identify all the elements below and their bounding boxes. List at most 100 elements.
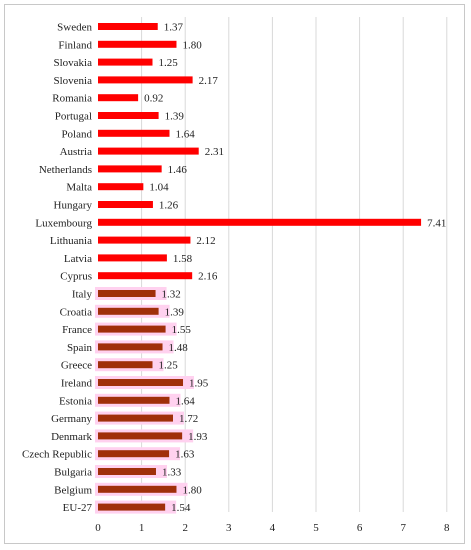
bar — [98, 183, 144, 191]
value-label: 1.37 — [164, 22, 184, 34]
category-label: Luxembourg — [35, 217, 92, 229]
bar — [98, 236, 191, 244]
value-label: 1.39 — [165, 306, 185, 318]
x-tick-label: 3 — [226, 522, 232, 534]
bar — [98, 468, 156, 475]
value-label: 1.32 — [162, 289, 181, 301]
category-label: Latvia — [64, 253, 92, 265]
bar — [98, 218, 422, 226]
category-label: Lithuania — [50, 235, 92, 247]
value-label: 2.17 — [199, 75, 219, 87]
value-label: 1.46 — [168, 164, 188, 176]
bar — [98, 76, 193, 84]
value-labels: 1.371.801.252.170.921.391.642.311.461.04… — [144, 22, 446, 515]
bar — [98, 503, 166, 511]
bar-chart: Sweden Finland Slovakia Slovenia Romania Port… — [22, 17, 450, 534]
bar — [98, 23, 158, 30]
category-label: France — [62, 324, 92, 336]
category-label: EU-27 — [63, 502, 93, 514]
category-label: Ireland — [61, 378, 93, 390]
value-label: 1.55 — [172, 324, 192, 336]
x-tick-label: 1 — [139, 522, 145, 534]
value-label: 1.58 — [173, 253, 193, 265]
value-label: 1.64 — [176, 395, 196, 407]
bar — [98, 414, 173, 422]
value-label: 1.64 — [176, 128, 196, 140]
category-label: Belgium — [54, 484, 92, 496]
category-label: Romania — [52, 93, 92, 105]
bar — [98, 165, 162, 173]
category-label: Austria — [60, 146, 93, 158]
value-label: 1.80 — [182, 39, 202, 51]
bar — [98, 379, 184, 386]
category-label: Czech Republic — [22, 449, 92, 461]
chart-frame: Sweden Finland Slovakia Slovenia Romania Port… — [4, 4, 465, 544]
value-label: 2.16 — [198, 271, 218, 283]
bar — [98, 40, 177, 48]
bar — [98, 450, 170, 458]
grid-layer — [141, 17, 448, 512]
bar — [98, 254, 167, 262]
category-label: Malta — [66, 182, 92, 194]
x-tick-label: 5 — [313, 522, 319, 534]
category-label: Germany — [51, 413, 92, 425]
category-label: Poland — [61, 128, 92, 140]
category-label: Netherlands — [39, 164, 92, 176]
bar — [98, 201, 153, 208]
category-label: Bulgaria — [54, 467, 92, 479]
category-label: Slovakia — [54, 57, 93, 69]
category-label: Greece — [61, 360, 92, 372]
category-label: Italy — [72, 289, 93, 301]
x-tick-label: 8 — [444, 522, 450, 534]
value-label: 1.63 — [175, 449, 195, 461]
category-label: Denmark — [51, 431, 92, 443]
value-label: 7.41 — [427, 217, 446, 229]
x-tick-label: 4 — [270, 522, 276, 534]
category-label: Hungary — [54, 200, 93, 212]
bar-layer — [98, 23, 422, 511]
x-tick-label: 0 — [95, 522, 101, 534]
bar — [98, 485, 177, 493]
value-label: 1.26 — [159, 200, 179, 212]
value-label: 1.48 — [169, 342, 189, 354]
value-label: 1.80 — [182, 484, 202, 496]
value-label: 1.25 — [159, 57, 179, 69]
category-label: Croatia — [60, 306, 92, 318]
value-label: 1.54 — [171, 502, 191, 514]
category-label: Estonia — [59, 395, 92, 407]
bar — [98, 343, 163, 351]
bar — [98, 396, 170, 404]
bar — [98, 112, 159, 119]
bar — [98, 58, 153, 66]
value-label: 1.95 — [189, 378, 209, 390]
x-tick-label: 6 — [357, 522, 363, 534]
category-label: Cyprus — [60, 271, 92, 283]
bar — [98, 307, 159, 315]
bar — [98, 272, 193, 280]
category-label: Spain — [67, 342, 93, 354]
value-label: 1.93 — [188, 431, 208, 443]
category-label: Sweden — [57, 22, 92, 34]
category-labels: Sweden Finland Slovakia Slovenia Romania Port… — [22, 22, 92, 515]
x-axis-ticks: 0 1 2 3 4 5 6 7 8 — [95, 522, 450, 534]
bar — [98, 361, 153, 369]
value-label: 1.04 — [149, 182, 169, 194]
value-label: 1.39 — [165, 111, 185, 123]
category-label: Slovenia — [54, 75, 93, 87]
x-tick-label: 2 — [182, 522, 188, 534]
bar — [98, 147, 199, 155]
x-tick-label: 7 — [400, 522, 406, 534]
category-label: Finland — [58, 39, 92, 51]
bar — [98, 129, 170, 137]
value-label: 2.12 — [196, 235, 215, 247]
value-label: 1.33 — [162, 467, 182, 479]
value-label: 0.92 — [144, 93, 163, 105]
value-label: 2.31 — [205, 146, 224, 158]
bar — [98, 432, 183, 440]
value-label: 1.72 — [179, 413, 198, 425]
category-label: Portugal — [55, 111, 92, 123]
bar — [98, 325, 166, 333]
bar — [98, 290, 156, 297]
value-label: 1.25 — [159, 360, 179, 372]
bar — [98, 94, 139, 102]
